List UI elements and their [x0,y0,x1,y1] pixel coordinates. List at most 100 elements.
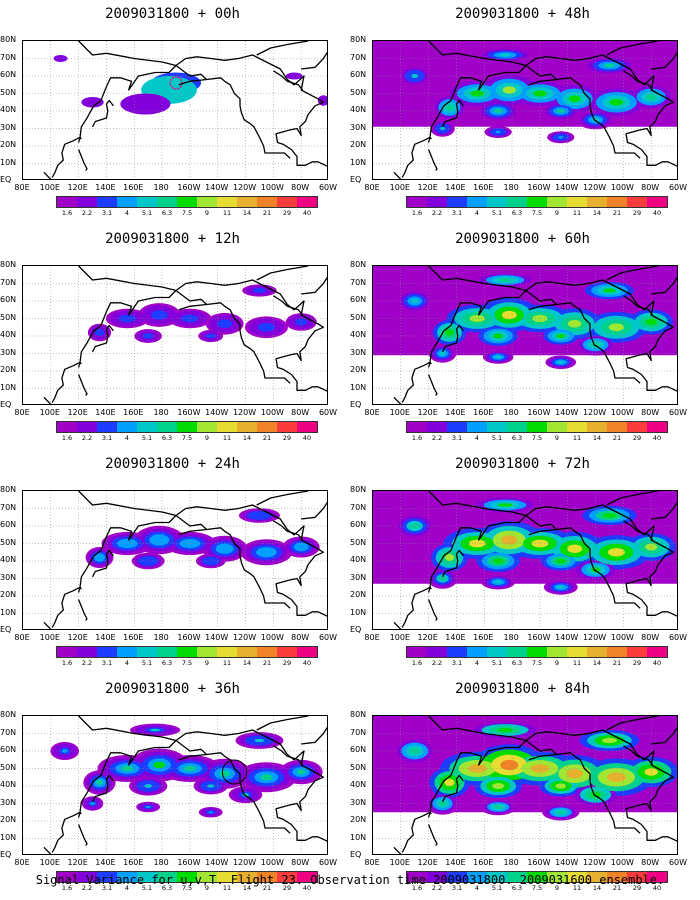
lat-tick-label: 30N [0,797,17,807]
gridlines [373,491,677,629]
lat-tick-label: 60N [0,745,17,754]
coastline [651,501,677,520]
map-panel: 2009031800 + 60h 80N 70N 60N 50N 40N 30N 20N 10N… [350,225,700,450]
lat-tick-label: 30N [0,347,17,357]
lon-tick-label: 160E [123,408,144,417]
colorbar-label: 1.6 [411,884,423,892]
coastline [525,64,558,86]
colorbar-label: 4 [124,434,130,442]
map-plot [22,715,328,855]
colorbar-swatch [257,872,277,882]
lon-tick-label: 100E [39,858,60,867]
coastline [256,41,309,56]
lat-tick-label: 80N [350,260,367,269]
map-plot [372,715,678,855]
lat-tick-label: 20N [350,365,367,374]
colorbar-swatch [487,872,507,882]
lat-tick-label: 70N [0,502,17,512]
variance-field [373,491,677,629]
colorbar-label: 29 [632,434,642,442]
colorbar-swatch [447,422,467,432]
colorbar-swatch [257,422,277,432]
colorbar-label: 29 [282,434,292,442]
lat-tick-label: 40N [350,555,367,564]
coastline [427,586,432,593]
coastline [623,745,654,766]
lat-tick-label: 50N [350,87,367,97]
lon-tick-label: 160W [527,633,551,642]
lon-tick-label: 160E [123,183,144,192]
colorbar-swatch [507,647,527,657]
colorbar-swatch [257,647,277,657]
colorbar-label: 14 [592,884,602,892]
lon-tick-label: 160W [177,408,201,417]
colorbar-swatch [197,872,217,882]
colorbar-label: 29 [282,884,292,892]
colorbar-label: 40 [652,209,662,217]
coastline [441,549,464,578]
colorbar-swatch [177,647,197,657]
colorbar-swatch [427,872,447,882]
lat-tick-label: 50N [0,762,17,772]
map-plot [22,490,328,630]
panel-title: 2009031800 + 00h [105,6,240,22]
coastline [525,289,558,311]
lat-tick-label: EQ [350,625,362,634]
colorbar-swatch [607,422,627,432]
lon-tick-label: 140W [205,408,229,417]
lat-tick-label: EQ [0,850,12,859]
lon-tick-label: 60W [318,408,338,417]
lat-tick-label: 50N [0,87,17,97]
colorbar-label: 40 [652,434,662,442]
coastline [77,824,88,846]
coastline [175,729,327,842]
lat-tick-label: 40N [0,105,17,114]
colorbar-label: 1.6 [61,209,73,217]
lon-tick-label: 120E [417,183,438,192]
colorbar-swatch [57,422,77,432]
colorbar-label: 1.6 [411,434,423,442]
coastlines [43,491,327,629]
colorbar-swatch [117,197,137,207]
colorbar-swatch [177,197,197,207]
colorbar-label: 2.2 [81,209,93,217]
colorbar-swatch [407,872,427,882]
colorbar-swatch [547,197,567,207]
colorbar [56,196,318,208]
lon-tick-label: 160W [177,183,201,192]
colorbar-swatch [157,197,177,207]
coastline [427,811,432,818]
coastline [651,726,677,745]
colorbar-swatch [647,872,667,882]
colorbar-swatch [157,422,177,432]
coastline [301,51,327,70]
coastline [525,54,677,167]
colorbar-swatch [587,647,607,657]
lat-tick-label: 60N [0,295,17,304]
panel-title: 2009031800 + 12h [105,231,240,247]
colorbar-label: 14 [242,209,252,217]
coastline [525,504,677,617]
lon-tick-label: 100E [39,408,60,417]
colorbar-swatch [627,197,647,207]
variance-field [373,266,677,404]
lon-tick-label: 100E [389,408,410,417]
lon-tick-label: 100E [39,183,60,192]
lon-tick-label: 140E [445,633,466,642]
variance-shading [87,284,317,343]
colorbar-label: 21 [612,434,622,442]
colorbar-swatch [447,872,467,882]
colorbar-label: 5.1 [491,659,503,667]
colorbar-label: 40 [302,434,312,442]
lon-tick-label: 100W [260,633,284,642]
colorbar-swatch [217,197,237,207]
gridlines [373,266,677,404]
variance-field [23,491,327,629]
lon-tick-label: 160E [123,633,144,642]
lat-tick-label: 20N [350,590,367,599]
colorbar-swatch [547,647,567,657]
lat-tick-label: 80N [0,710,17,719]
lat-tick-label: 40N [0,555,17,564]
colorbar-swatch [647,422,667,432]
colorbar-swatch [257,197,277,207]
